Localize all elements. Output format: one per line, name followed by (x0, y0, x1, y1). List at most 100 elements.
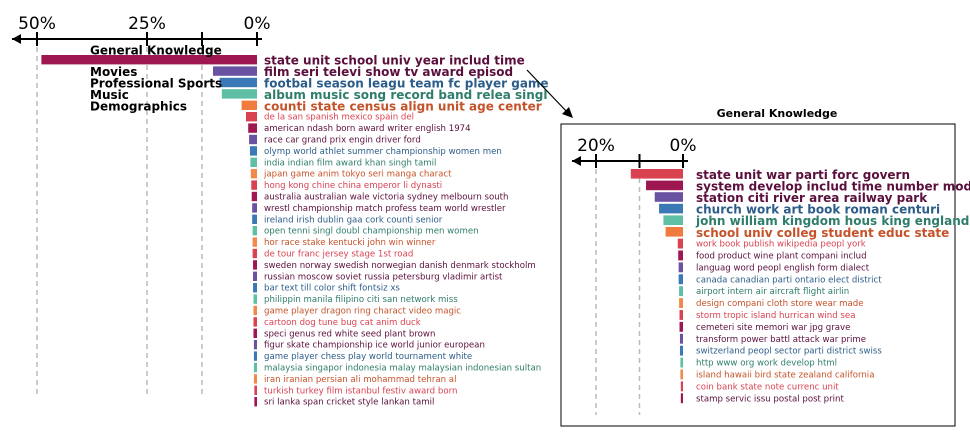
bar (252, 237, 257, 247)
bar-label: stamp servic issu postal post print (696, 394, 844, 404)
bar-label: system develop includ time number model (696, 179, 970, 193)
bar-label: album music song record band relea singl (264, 88, 548, 102)
bar-label: game player dragon ring charact video ma… (264, 307, 461, 317)
x-axis-arrowhead (572, 156, 581, 166)
bar (678, 250, 683, 261)
bar (678, 262, 683, 273)
bar-label: airport intern air aircraft flight airli… (696, 287, 849, 297)
bar-label: http www org work develop html (696, 359, 837, 369)
bar-label: footbal season leagu team fc player game (264, 77, 549, 91)
bar-label: island hawaii bird state zealand califor… (696, 370, 874, 380)
bar-label: coin bank state note currenc unit (696, 382, 839, 392)
bar (41, 55, 258, 65)
bar (251, 191, 257, 202)
x-tick-label: 20% (577, 136, 615, 156)
bar-label: sweden norway swedish norwegian danish d… (264, 261, 536, 271)
x-axis-arrowhead (12, 34, 21, 44)
bar-label: hong kong chine china emperor li dynasti (264, 181, 442, 191)
bar (250, 169, 257, 179)
category-label: Professional Sports (90, 77, 222, 91)
bar (246, 112, 257, 122)
bar (249, 146, 257, 156)
bar (630, 169, 683, 179)
bar-label: japan game anim tokyo seri manga charact (263, 170, 452, 180)
bar (253, 328, 257, 338)
inset-topic-chart: General Knowledge 20% 0% state unit war par… (560, 107, 970, 427)
bar-label: food product wine plant compani includ (696, 251, 867, 261)
bar-label: cemeteri site memori war jpg grave (696, 323, 850, 333)
bar (253, 340, 257, 350)
bar (665, 227, 683, 237)
bar (659, 203, 683, 214)
bar (252, 226, 257, 236)
bar (679, 321, 683, 332)
bar (213, 66, 257, 76)
bar (252, 203, 257, 213)
bar (680, 393, 683, 404)
bar (680, 369, 683, 380)
bar (253, 351, 257, 361)
bar-label: american ndash born award writer english… (264, 124, 471, 134)
bar-label: de la san spanish mexico spain del (264, 113, 414, 123)
bar-label: india indian film award khan singh tamil (264, 158, 436, 168)
bar (679, 310, 683, 320)
bar-label: canada canadian parti ontario elect dist… (696, 275, 882, 285)
bar-label: work book publish wikipedia peopl york (696, 240, 866, 250)
bar-label: state unit school univ year includ time (264, 54, 525, 68)
bar (253, 305, 257, 316)
bar-label: malaysia singapor indonesia malay malays… (264, 364, 541, 374)
bar-label: counti state census align unit age cente… (264, 99, 542, 113)
bar (250, 157, 257, 167)
bar (221, 89, 257, 99)
bar-label: switzerland peopl sector parti district … (696, 347, 882, 357)
bar (254, 385, 257, 395)
bar-label: state unit war parti forc govern (696, 168, 910, 182)
bar (253, 260, 257, 270)
bar-label: cartoon dog tune bug cat anim duck (264, 318, 421, 328)
bar (241, 100, 257, 110)
bar (249, 134, 257, 145)
bar (253, 317, 257, 327)
bar (679, 286, 683, 297)
x-tick-label: 25% (128, 14, 166, 34)
bar-label: philippin manila filipino citi san netwo… (264, 295, 458, 305)
main-topic-chart: 50% 25% 0% state unit school univ year incl… (12, 14, 549, 408)
bar (252, 214, 257, 224)
x-tick-label: 0% (670, 136, 697, 156)
bar-label: game player chess play world tournament … (264, 352, 472, 362)
bar (254, 397, 257, 407)
bar (253, 362, 257, 373)
bar-label: de tour franc jersey stage 1st road (264, 250, 413, 260)
bar-label: bar text till color shift fontsiz xs (264, 284, 400, 294)
category-label: General Knowledge (90, 44, 222, 58)
bar-label: church work art book roman centuri (696, 203, 940, 217)
bar-label: transform power battl attack war prime (696, 335, 866, 345)
bar (677, 238, 683, 249)
bar-label: design compani cloth store wear made (696, 299, 864, 309)
x-tick-label: 0% (244, 14, 271, 34)
zoom-arrowhead (562, 107, 573, 118)
bar-label: hor race stake kentucki john win winner (264, 238, 436, 248)
bar (253, 283, 257, 293)
bar (678, 274, 683, 285)
bar-label: figur skate championship ice world junio… (264, 341, 485, 351)
bar (679, 345, 683, 356)
bar (679, 333, 683, 344)
category-label: Demographics (90, 99, 187, 113)
inset-frame (560, 123, 956, 427)
bar-label: speci genus red white seed plant brown (264, 329, 435, 339)
bar (252, 248, 257, 259)
bar (219, 77, 257, 88)
bar (680, 381, 683, 392)
bar (253, 374, 257, 384)
bar (654, 192, 683, 202)
bar-label: film seri televi show tv award episod (264, 65, 513, 79)
bar-label: turkish turkey film istanbul festiv awar… (264, 386, 457, 396)
x-tick-label: 50% (18, 14, 56, 34)
bar-label: languag word peopl english form dialect (696, 263, 870, 273)
bar (248, 123, 257, 133)
bar-label: station citi river area railway park (696, 191, 928, 205)
bar-label: storm tropic island hurrican wind sea (696, 311, 855, 321)
bar-label: race car grand prix engin driver ford (264, 136, 421, 146)
